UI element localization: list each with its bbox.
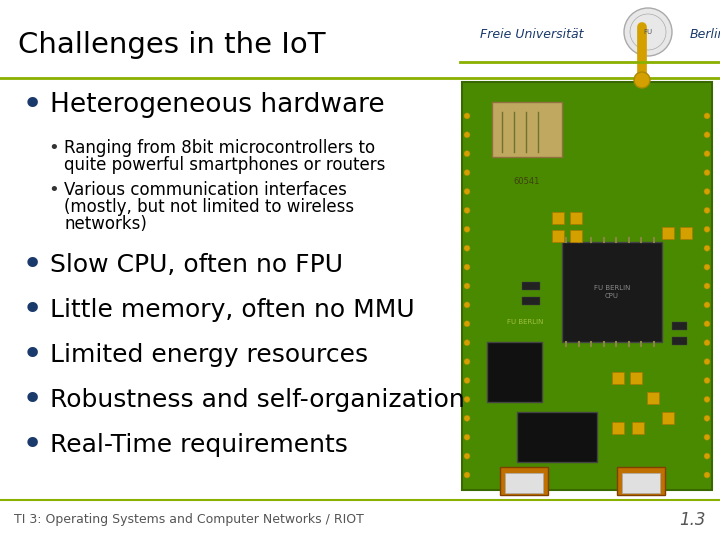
Circle shape	[704, 264, 710, 270]
Circle shape	[464, 113, 470, 119]
Text: 1.3: 1.3	[680, 511, 706, 529]
Circle shape	[704, 396, 710, 402]
Text: •: •	[22, 248, 43, 282]
Circle shape	[704, 188, 710, 194]
Circle shape	[464, 226, 470, 232]
Text: •: •	[22, 383, 43, 417]
Bar	[672, 322, 687, 330]
Bar	[662, 412, 674, 424]
Text: •: •	[22, 88, 43, 122]
Circle shape	[464, 396, 470, 402]
Text: Challenges in the IoT: Challenges in the IoT	[18, 31, 325, 59]
Circle shape	[704, 245, 710, 251]
Circle shape	[464, 207, 470, 213]
Circle shape	[704, 340, 710, 346]
Bar	[492, 102, 562, 157]
Circle shape	[464, 302, 470, 308]
Circle shape	[704, 377, 710, 383]
Bar	[505, 473, 542, 493]
Bar	[552, 212, 564, 224]
Bar	[517, 412, 597, 462]
Circle shape	[464, 132, 470, 138]
Text: Real-Time requirements: Real-Time requirements	[50, 433, 348, 457]
Text: •: •	[22, 338, 43, 372]
Circle shape	[704, 472, 710, 478]
Text: TI 3: Operating Systems and Computer Networks / RIOT: TI 3: Operating Systems and Computer Net…	[14, 514, 364, 526]
Bar	[632, 422, 644, 434]
Circle shape	[464, 434, 470, 440]
Bar	[672, 337, 687, 345]
Bar	[552, 230, 564, 242]
Bar	[522, 297, 540, 305]
Circle shape	[704, 113, 710, 119]
Bar	[662, 227, 674, 239]
Circle shape	[704, 132, 710, 138]
Text: 60541: 60541	[514, 178, 540, 186]
Text: FU BERLIN: FU BERLIN	[507, 319, 544, 325]
Circle shape	[704, 434, 710, 440]
Text: networks): networks)	[64, 215, 147, 233]
Circle shape	[704, 170, 710, 176]
Circle shape	[464, 188, 470, 194]
Text: Berlin: Berlin	[690, 29, 720, 42]
Circle shape	[464, 245, 470, 251]
Circle shape	[464, 415, 470, 421]
Text: Heterogeneous hardware: Heterogeneous hardware	[50, 92, 384, 118]
Bar	[622, 473, 660, 493]
Text: Slow CPU, often no FPU: Slow CPU, often no FPU	[50, 253, 343, 277]
Circle shape	[704, 453, 710, 459]
Circle shape	[704, 226, 710, 232]
Circle shape	[704, 415, 710, 421]
Text: •: •	[48, 139, 59, 157]
Circle shape	[704, 283, 710, 289]
Text: Little memory, often no MMU: Little memory, often no MMU	[50, 298, 415, 322]
Text: Various communication interfaces: Various communication interfaces	[64, 181, 347, 199]
Bar	[680, 227, 692, 239]
Text: quite powerful smartphones or routers: quite powerful smartphones or routers	[64, 156, 385, 174]
Circle shape	[704, 359, 710, 364]
Bar	[617, 467, 665, 495]
Bar	[612, 372, 624, 384]
Circle shape	[464, 340, 470, 346]
Bar	[612, 422, 624, 434]
Circle shape	[464, 264, 470, 270]
Text: Ranging from 8bit microcontrollers to: Ranging from 8bit microcontrollers to	[64, 139, 375, 157]
Text: Robustness and self-organization: Robustness and self-organization	[50, 388, 464, 412]
Circle shape	[464, 377, 470, 383]
Bar	[570, 212, 582, 224]
Bar	[487, 342, 542, 402]
Bar	[522, 282, 540, 290]
Text: •: •	[22, 293, 43, 327]
Circle shape	[464, 283, 470, 289]
Bar	[500, 467, 547, 495]
Bar	[647, 392, 659, 404]
Circle shape	[704, 207, 710, 213]
Circle shape	[624, 8, 672, 56]
Bar	[562, 242, 662, 342]
Circle shape	[464, 170, 470, 176]
Circle shape	[464, 453, 470, 459]
Circle shape	[464, 359, 470, 364]
Circle shape	[464, 321, 470, 327]
Bar	[462, 82, 712, 490]
Circle shape	[464, 472, 470, 478]
Text: FU BERLIN
CPU: FU BERLIN CPU	[594, 285, 630, 299]
Text: FU: FU	[644, 29, 652, 35]
Text: •: •	[22, 428, 43, 462]
Circle shape	[464, 151, 470, 157]
Bar	[630, 372, 642, 384]
Text: Limited energy resources: Limited energy resources	[50, 343, 368, 367]
Circle shape	[634, 72, 650, 88]
Circle shape	[704, 321, 710, 327]
Circle shape	[704, 151, 710, 157]
Text: (mostly, but not limited to wireless: (mostly, but not limited to wireless	[64, 198, 354, 216]
Text: •: •	[48, 181, 59, 199]
Bar	[570, 230, 582, 242]
Circle shape	[704, 302, 710, 308]
Text: Freie Universität: Freie Universität	[480, 29, 583, 42]
